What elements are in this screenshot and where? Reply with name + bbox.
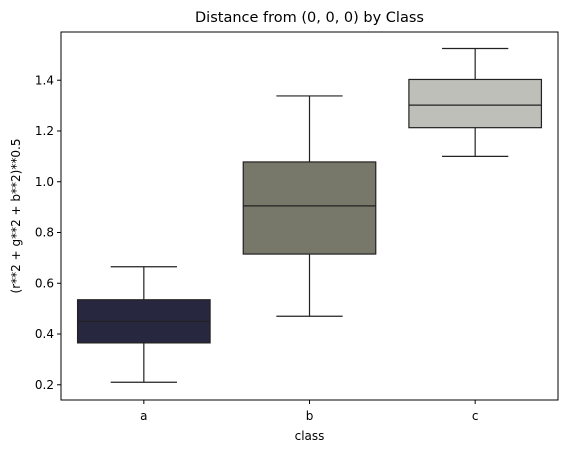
y-tick-label: 0.4 <box>35 327 54 341</box>
y-axis-label: (r**2 + g**2 + b**2)**0.5 <box>9 139 23 294</box>
box-c <box>408 78 543 129</box>
x-tick-label: b <box>306 409 314 423</box>
y-tick-label: 0.8 <box>35 226 54 240</box>
box-b <box>242 161 377 255</box>
x-axis-label: class <box>295 429 325 443</box>
y-tick-label: 1.0 <box>35 175 54 189</box>
x-tick-label: a <box>140 409 147 423</box>
y-tick-label: 1.2 <box>35 124 54 138</box>
plot-area: 0.2 0.4 0.6 0.8 1.0 1.2 1.4 a b c <box>35 31 559 423</box>
y-tick-label: 0.2 <box>35 378 54 392</box>
y-tick-label: 1.4 <box>35 73 54 87</box>
x-tick-label: c <box>472 409 479 423</box>
chart-title: Distance from (0, 0, 0) by Class <box>195 10 424 26</box>
y-tick-label: 0.6 <box>35 276 54 290</box>
